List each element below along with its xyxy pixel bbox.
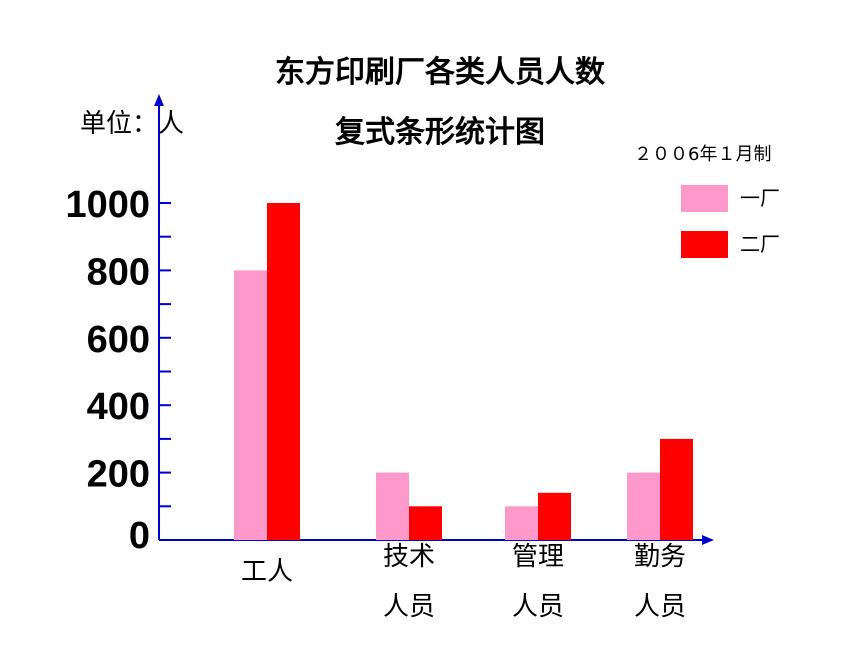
bar [234, 270, 267, 540]
date-note: ２００6年１月制 [634, 144, 771, 165]
x-axis-arrow [702, 535, 714, 545]
category-label: 工人 [241, 557, 293, 587]
bar [627, 472, 660, 540]
y-axis-ticks: 0 200 400 600 800 1000 [65, 184, 171, 557]
unit-label: 单位：人 [80, 109, 184, 139]
legend-swatch [681, 231, 728, 258]
bar [538, 492, 571, 540]
y-tick-label: 400 [87, 386, 150, 428]
legend-label: 二厂 [740, 232, 780, 256]
y-tick-label: 0 [129, 515, 150, 557]
legend-swatch [681, 185, 728, 212]
bars [234, 203, 693, 540]
category-label: 人员 [634, 592, 686, 622]
bar [376, 472, 409, 540]
y-tick-label: 1000 [65, 184, 150, 226]
y-tick-label: 800 [87, 251, 150, 293]
category-label: 技术 [383, 542, 435, 572]
category-label: 勤务 [634, 542, 686, 572]
y-tick-label: 600 [87, 319, 150, 361]
bar [409, 506, 442, 540]
category-label: 管理 [512, 542, 564, 572]
y-tick-label: 200 [87, 454, 150, 496]
category-label: 人员 [512, 592, 564, 622]
chart-subtitle: 复式条形统计图 [335, 115, 545, 150]
bar [505, 506, 538, 540]
bar [660, 438, 693, 540]
chart-title: 东方印刷厂各类人员人数 [275, 55, 606, 90]
category-label: 人员 [383, 592, 435, 622]
y-axis-arrow [154, 94, 164, 106]
bar [267, 203, 300, 540]
legend-label: 一厂 [740, 186, 780, 210]
